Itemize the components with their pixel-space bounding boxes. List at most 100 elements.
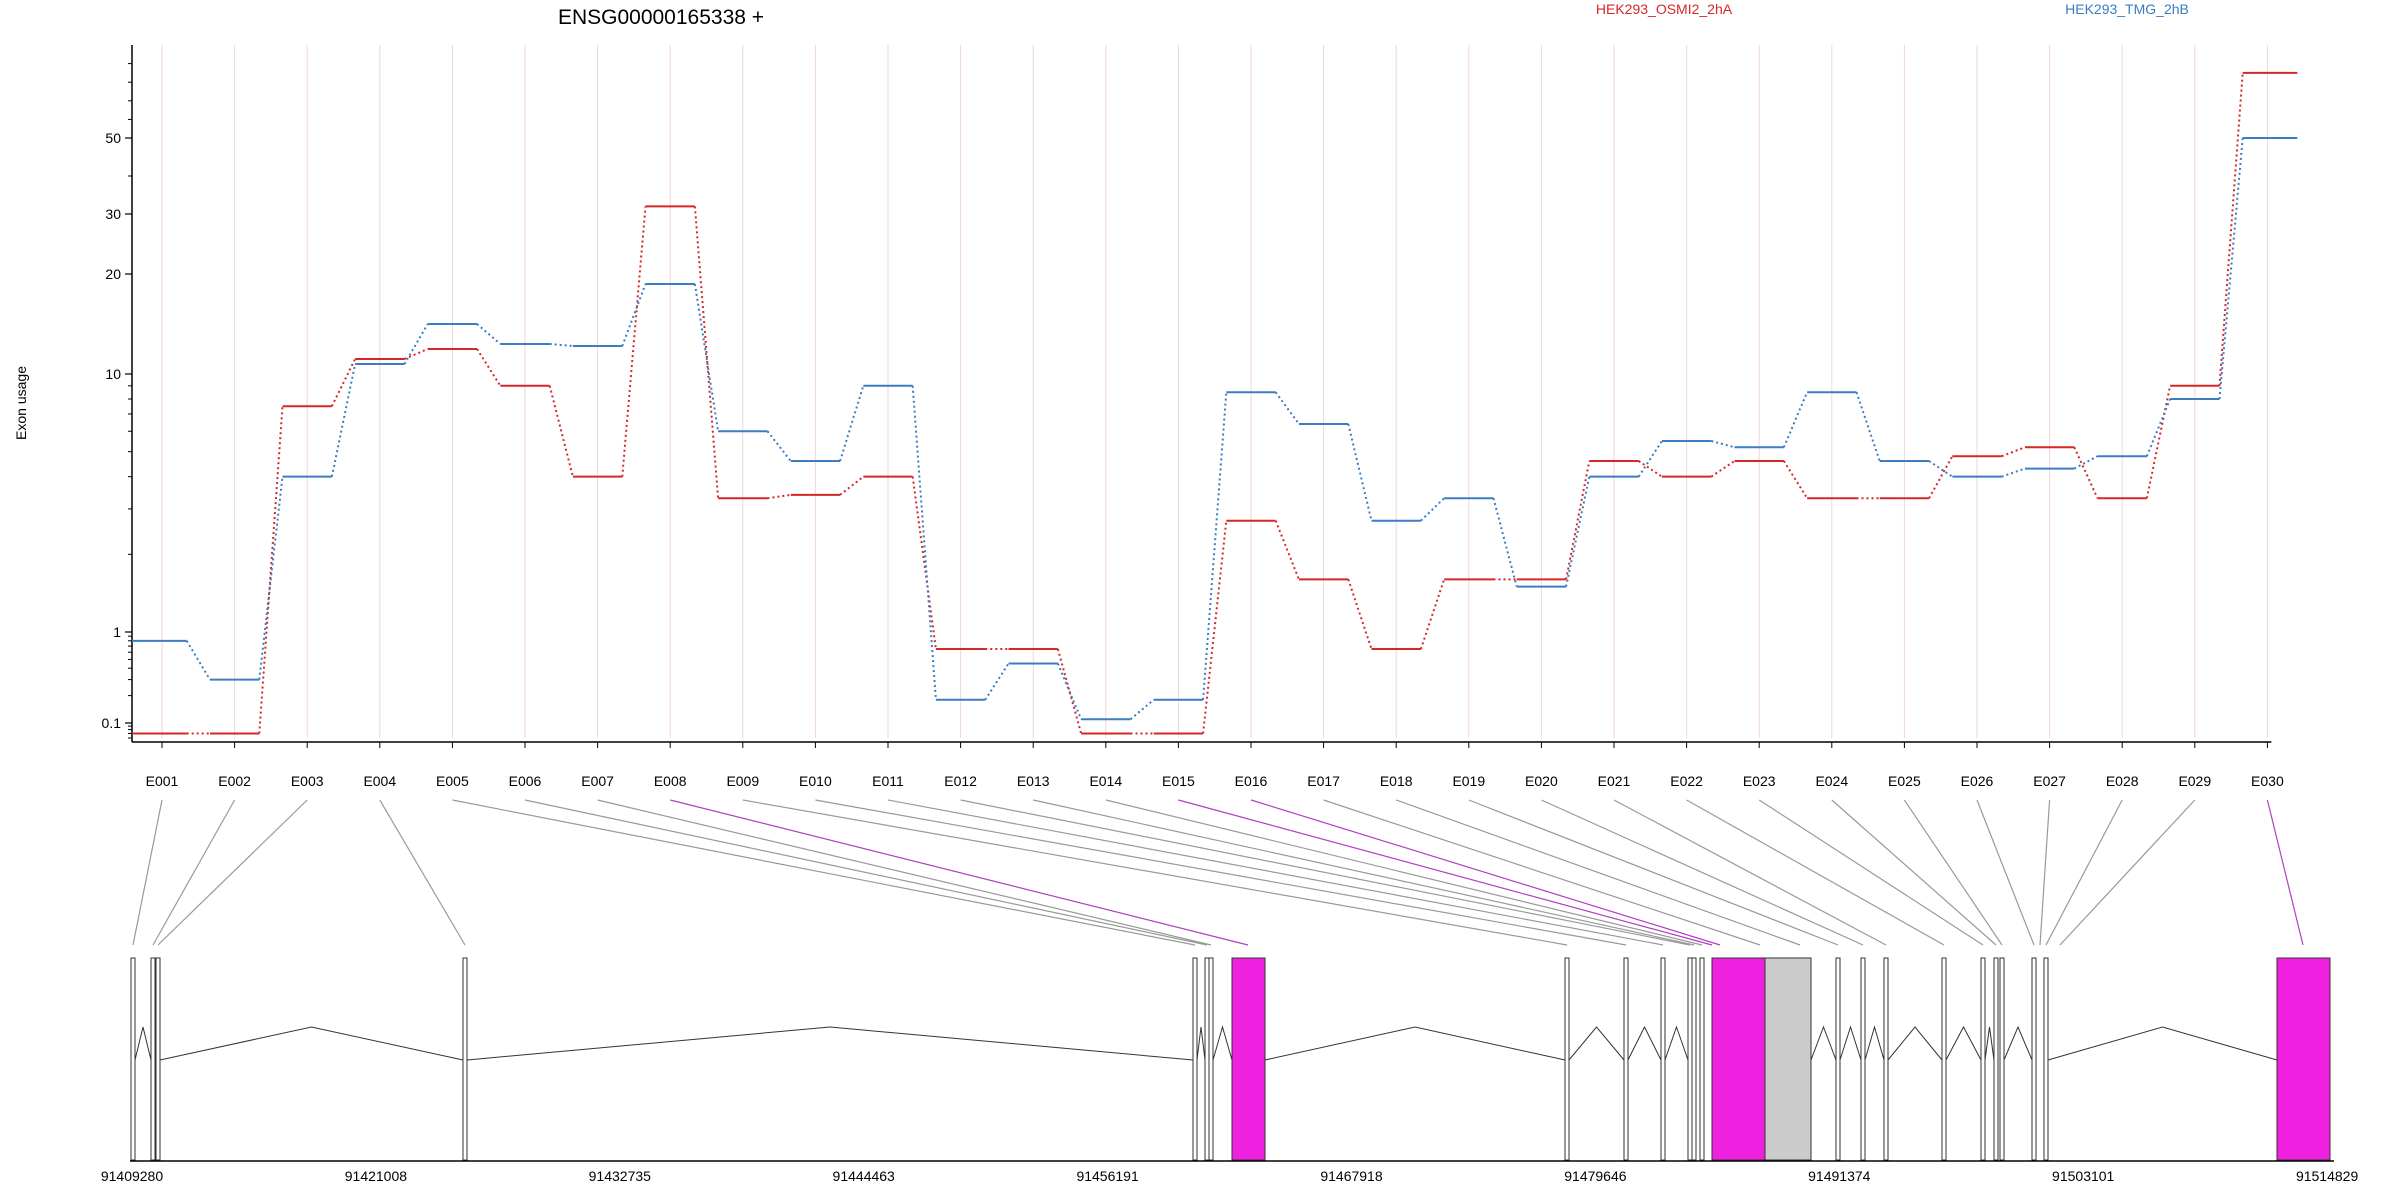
exon-block: [155, 957, 161, 1161]
x-tick-label-E013: E013: [1017, 773, 1050, 789]
connector-E005: [452, 799, 1196, 946]
x-tick-label-E016: E016: [1235, 773, 1268, 789]
y-tick-label: 1: [113, 624, 121, 640]
exon-block: [1691, 957, 1697, 1161]
x-tick-label-E018: E018: [1380, 773, 1413, 789]
series-transition: [911, 476, 937, 650]
connector-E011: [887, 799, 1664, 946]
series-transition: [2073, 455, 2098, 470]
exon-block: [1660, 957, 1666, 1161]
series-transition: [330, 363, 357, 477]
coordinate-label: 91421008: [345, 1168, 408, 1184]
x-tick-label-E011: E011: [872, 773, 904, 789]
coordinate-label: 91456191: [1076, 1168, 1139, 1184]
y-tick-label: 20: [105, 266, 121, 282]
coordinate-label: 91491374: [1808, 1168, 1871, 1184]
series-transition: [1710, 460, 1736, 478]
series-transition: [621, 283, 647, 347]
intron: [1945, 1025, 1982, 1061]
chart-title: ENSG00000165338 +: [558, 6, 764, 29]
y-tick-label: 50: [105, 130, 121, 146]
series-transition: [1274, 520, 1300, 580]
series-transition: [185, 640, 211, 681]
connector-E028: [2045, 799, 2123, 946]
series-1: [132, 71, 2298, 735]
series-transition: [1782, 391, 1809, 448]
legend-series-1: HEK293_OSMI2_2hA: [1596, 1, 1733, 17]
exon-block: [1192, 957, 1198, 1161]
exon-block: [2043, 957, 2049, 1161]
series-transition: [1565, 476, 1591, 587]
series-transition: [2001, 467, 2026, 478]
series-transition: [1056, 663, 1083, 720]
series-transition: [1202, 392, 1228, 700]
x-tick-label-E019: E019: [1452, 773, 1485, 789]
connector-E001: [132, 799, 163, 946]
x-tick-label-E009: E009: [726, 773, 759, 789]
intron: [134, 1026, 152, 1061]
coordinate-label: 91432735: [589, 1168, 652, 1184]
x-tick-label-E001: E001: [146, 773, 179, 789]
y-axis-label: Exon usage: [13, 366, 29, 440]
intron: [1627, 1025, 1662, 1061]
x-axis: E001 E002 E003 E004 E005 E006 E007 E008 E009 E010…: [132, 741, 2284, 789]
exon-block: [1993, 957, 1999, 1161]
exon-block: [1860, 957, 1866, 1161]
exon-block: [1208, 957, 1214, 1161]
intron: [1196, 1026, 1206, 1061]
x-tick-label-E025: E025: [1888, 773, 1921, 789]
series-transition: [2218, 137, 2244, 400]
series-transition: [548, 385, 574, 477]
series-transition: [1347, 423, 1373, 521]
exon-block: [1711, 957, 1766, 1161]
exon-block: [1999, 957, 2005, 1161]
x-tick-label-E006: E006: [509, 773, 542, 789]
connector-E025: [1903, 799, 2003, 946]
series-transition: [1783, 460, 1808, 499]
series-transition: [621, 206, 647, 477]
series-transition: [258, 476, 284, 680]
series-transition: [1347, 579, 1373, 650]
connector-E017: [1323, 799, 1761, 946]
exon-block: [1231, 957, 1266, 1161]
intron: [1568, 1026, 1625, 1061]
vertical-gridlines: [161, 45, 2268, 738]
series-transition: [839, 475, 864, 496]
series-transition: [1855, 391, 1881, 462]
legend-series-2: HEK293_TMG_2hB: [2065, 1, 2189, 17]
series-transition: [549, 343, 574, 347]
exon-block: [1764, 957, 1812, 1161]
intron: [1810, 1025, 1837, 1061]
exon-block: [150, 957, 156, 1161]
coordinate-label: 91444463: [833, 1168, 896, 1184]
coordinate-label: 91503101: [2052, 1168, 2115, 1184]
x-tick-label-E010: E010: [799, 773, 832, 789]
connector-E010: [815, 799, 1627, 946]
series-transition: [1711, 440, 1735, 449]
exon-block: [1204, 957, 1210, 1161]
exon-block: [1941, 957, 1947, 1161]
series-transition: [1202, 520, 1228, 734]
series-transition: [403, 323, 429, 365]
coordinate-label: 91479646: [1564, 1168, 1627, 1184]
series-transition: [984, 663, 1010, 701]
y-tick-label: 30: [105, 206, 121, 222]
intron: [466, 1026, 1194, 1061]
x-tick-label-E012: E012: [944, 773, 977, 789]
x-tick-label-E015: E015: [1162, 773, 1195, 789]
connector-E006: [524, 799, 1208, 946]
connector-E013: [1033, 799, 1695, 946]
connector-E022: [1686, 799, 1945, 946]
x-tick-label-E005: E005: [436, 773, 469, 789]
connector-E021: [1613, 799, 1887, 946]
connector-E019: [1468, 799, 1839, 946]
connector-E030: [2266, 799, 2304, 946]
exon-connector-lines: [132, 799, 2304, 946]
x-tick-label-E028: E028: [2106, 773, 2139, 789]
connector-E003: [157, 799, 308, 946]
x-tick-label-E027: E027: [2033, 773, 2066, 789]
exon-block: [1699, 957, 1705, 1161]
series-transition: [767, 493, 791, 500]
y-tick-label: 0.1: [102, 715, 122, 731]
